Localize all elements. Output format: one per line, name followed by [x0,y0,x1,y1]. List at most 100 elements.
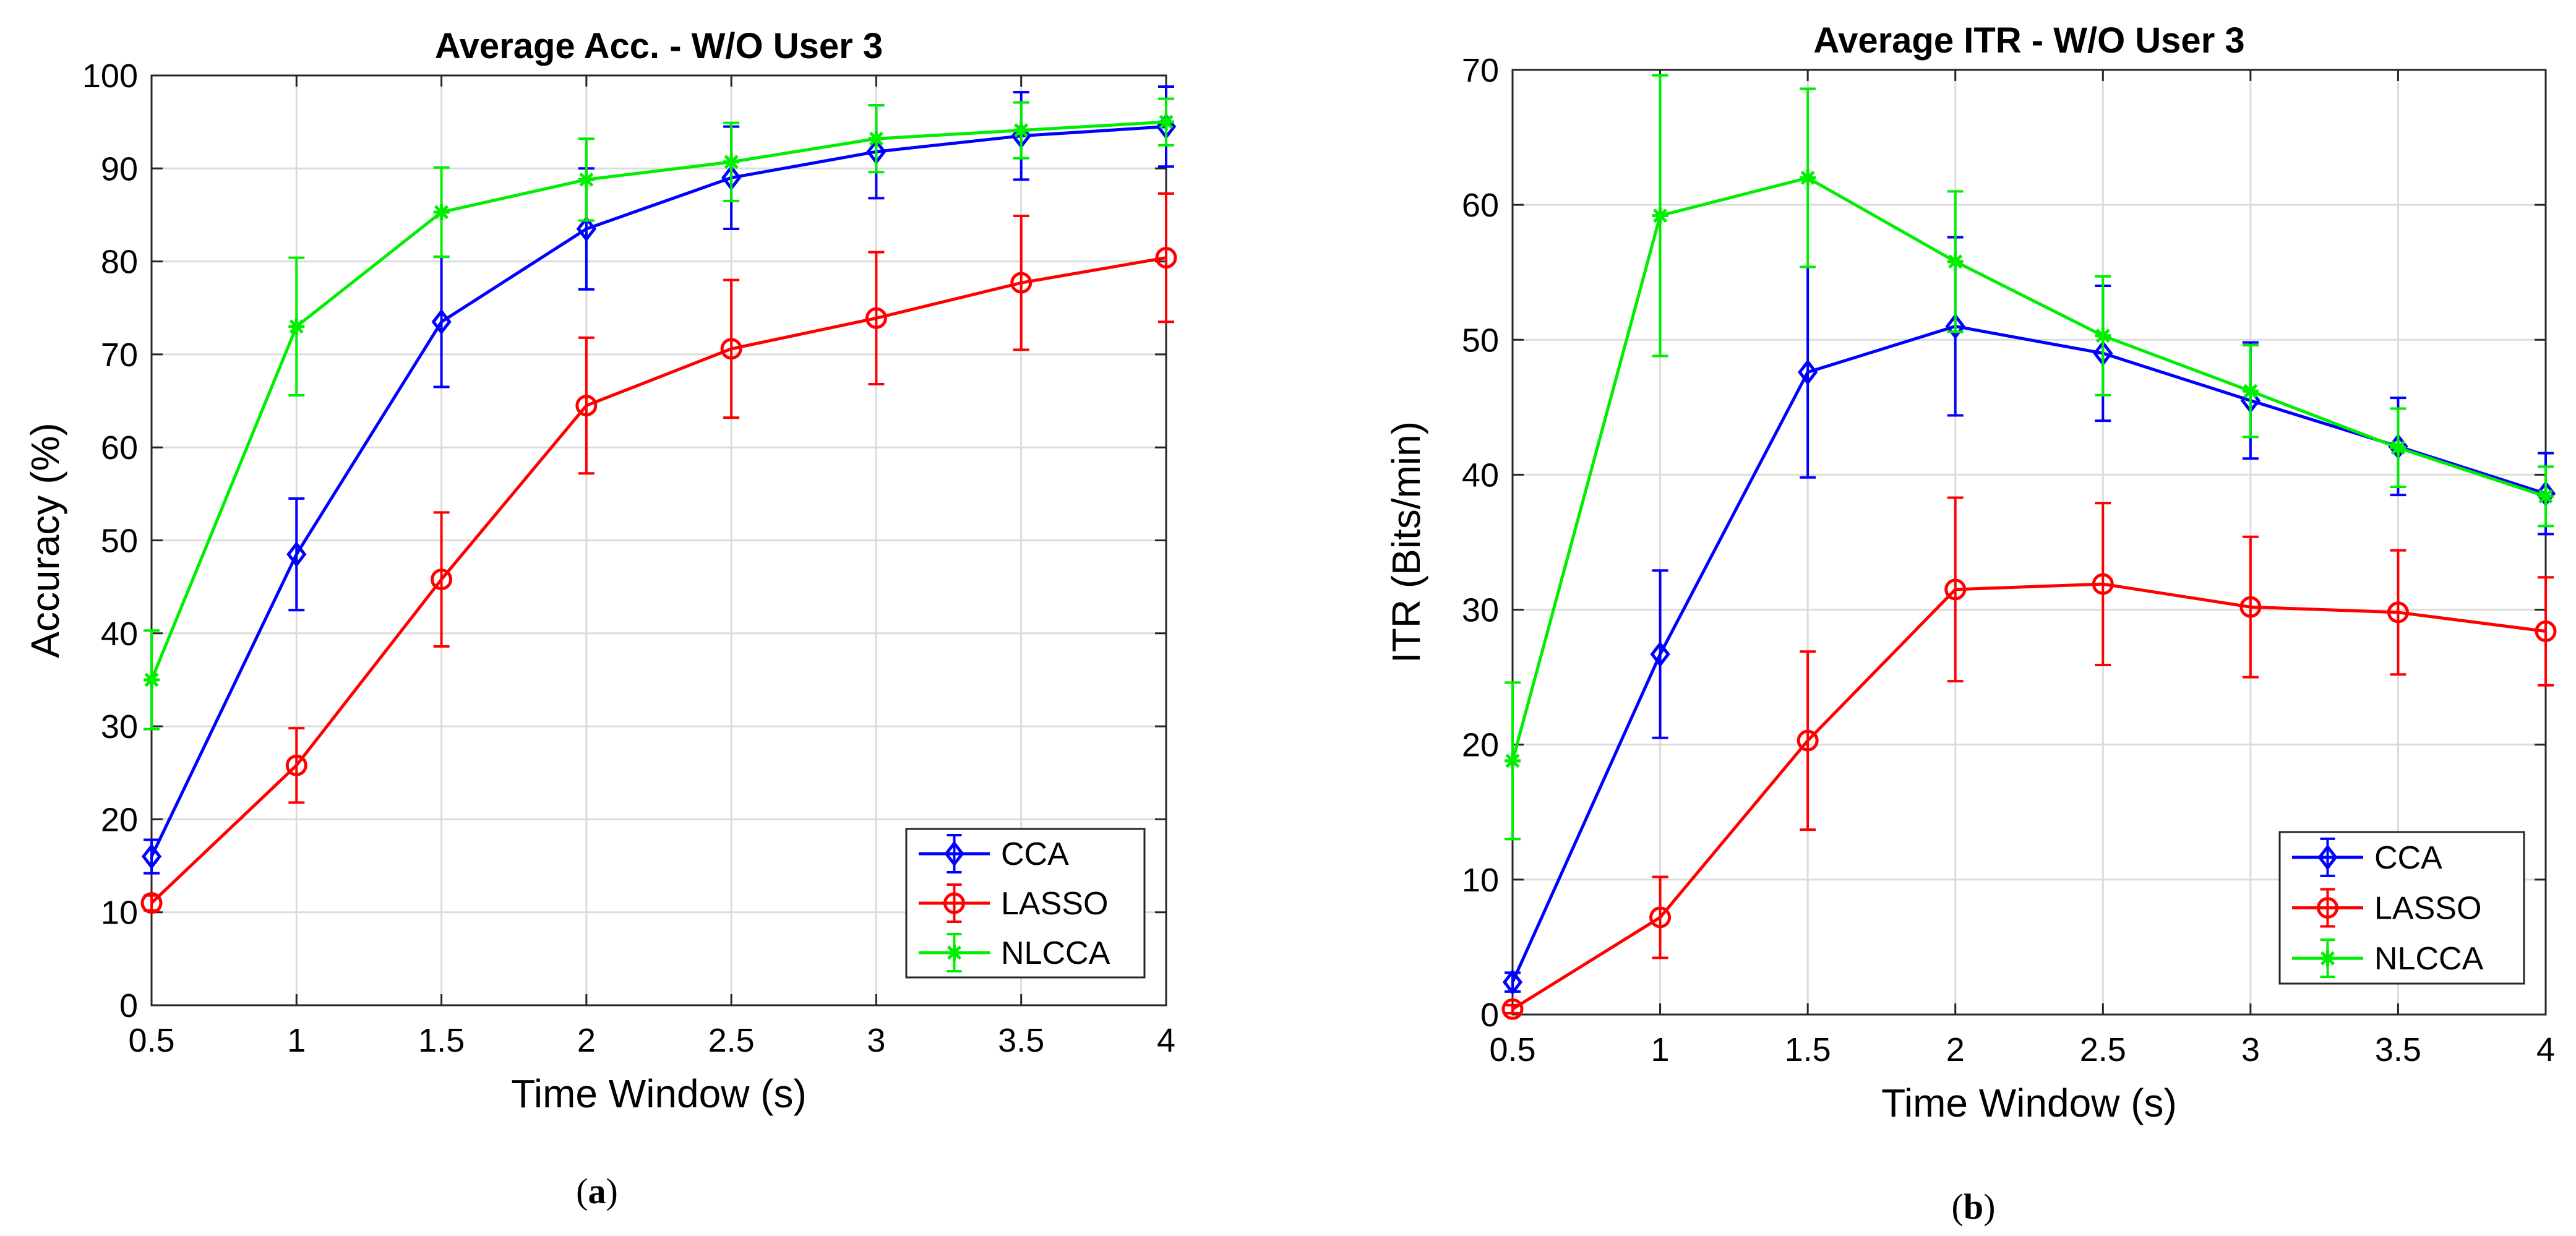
data-point [1013,122,1029,139]
y-tick-label: 70 [1462,52,1499,89]
data-point [1158,114,1174,131]
data-point [2095,327,2111,344]
data-point [285,754,307,776]
y-tick-label: 10 [1462,862,1499,899]
legend-label: LASSO [1001,886,1108,922]
legend-marker [944,840,964,867]
legend-label: NLCCA [1001,935,1110,971]
series-line [1511,582,2546,1011]
y-axis-label: ITR (Bits/min) [1384,421,1428,663]
data-point [140,892,163,914]
y-axis-label: Accuracy (%) [23,423,67,658]
series-line [150,120,1167,680]
x-tick-label: 3 [2241,1031,2260,1068]
y-tick-label: 20 [1462,727,1499,764]
data-point [1652,207,1668,224]
y-tick-label: 60 [1462,187,1499,224]
y-tick-label: 100 [82,58,138,95]
axes-box [1511,69,2547,1016]
figure-caption: (a) [576,1171,618,1211]
series-lasso [1501,496,2557,1020]
legend-marker [2317,844,2338,870]
y-tick-label: 30 [1462,592,1499,629]
data-point [1650,641,1670,667]
x-tick-label: 3 [867,1022,885,1059]
x-tick-label: 4 [1157,1022,1175,1059]
caption-paren: ) [1983,1187,1995,1227]
series-nlcca [144,97,1174,731]
series-line [150,256,1167,904]
data-point [2092,573,2114,595]
legend-label: CCA [1001,836,1069,872]
y-tick-label: 0 [119,987,138,1024]
series-line [1511,176,2546,762]
data-point [865,307,887,329]
data-point [286,541,307,568]
y-tick-label: 20 [101,801,138,838]
x-axis-label: Time Window (s) [1881,1081,2177,1125]
data-point [1945,313,1965,340]
x-tick-label: 2.5 [2080,1031,2126,1068]
chart-title: Average Acc. - W/O User 3 [435,26,883,66]
data-point [1010,272,1033,294]
data-point [868,131,885,147]
data-point [431,309,452,335]
caption-paren: ( [576,1171,588,1211]
data-point [144,671,160,688]
data-point [578,171,595,188]
legend-label: CCA [2374,840,2442,876]
x-tick-label: 4 [2536,1031,2555,1068]
y-tick-label: 10 [101,895,138,932]
data-point [1797,359,1818,385]
y-tick-label: 50 [101,523,138,560]
data-point [1947,253,1964,270]
legend-marker [946,945,963,961]
y-tick-label: 0 [1480,997,1499,1034]
chart-accuracy: 0.5 1 1.5 2 2.5 3 3.5 40102030405060708090100Av… [23,26,1177,1211]
x-tick-label: 1 [287,1022,306,1059]
legend: CCA LASSO NLCCA [905,828,1146,979]
data-point [2390,439,2406,456]
data-point [2242,383,2259,400]
legend-item-cca: CCA [919,834,1069,873]
data-point [288,318,305,335]
legend-marker [2317,897,2338,919]
legend-marker [2319,950,2336,967]
data-point [141,843,162,870]
legend-item-lasso: LASSO [2292,888,2481,928]
legend: CCA LASSO NLCCA [2278,831,2525,985]
series-line [150,125,1167,857]
x-tick-label: 3.5 [2375,1031,2421,1068]
series-lasso [140,192,1177,914]
data-point [1505,752,1521,769]
data-point [723,153,740,170]
data-point [576,215,597,242]
x-tick-label: 0.5 [128,1022,174,1059]
series-nlcca [1505,74,2554,841]
x-axis-label: Time Window (s) [511,1071,807,1116]
caption-letter: a [588,1171,606,1211]
data-point [1797,729,1819,752]
data-point [575,395,598,417]
legend-label: LASSO [2374,891,2481,927]
x-tick-label: 3.5 [998,1022,1044,1059]
legend-item-lasso: LASSO [919,883,1108,923]
y-tick-label: 90 [101,150,138,187]
legend-item-nlcca: NLCCA [2292,938,2484,979]
legend-item-nlcca: NLCCA [919,933,1110,972]
caption-paren: ) [606,1171,618,1211]
y-tick-label: 50 [1462,322,1499,359]
x-tick-label: 0.5 [1489,1031,1535,1068]
data-point [1155,247,1177,269]
data-point [1501,998,1524,1020]
data-point [2535,620,2557,642]
x-tick-label: 1.5 [418,1022,465,1059]
y-tick-label: 70 [101,337,138,374]
figure-caption: (b) [1952,1187,1996,1227]
y-tick-label: 60 [101,429,138,466]
data-point [2239,596,2262,618]
y-tick-label: 40 [101,616,138,653]
x-tick-label: 2.5 [708,1022,755,1059]
data-point [1649,906,1672,929]
